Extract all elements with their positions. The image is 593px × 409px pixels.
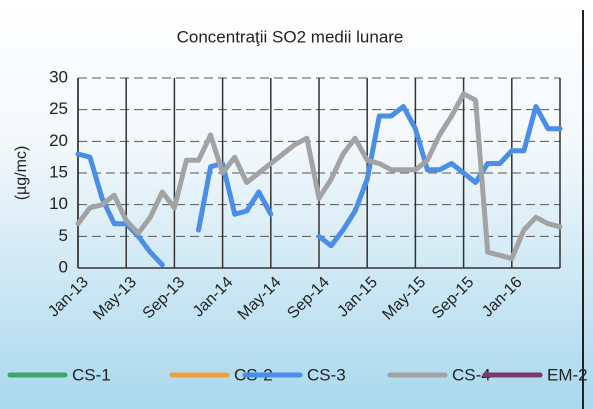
y-axis-label: (µg/mc) <box>13 146 30 201</box>
y-tick-label: 20 <box>49 131 68 150</box>
y-tick-label: 5 <box>59 226 68 245</box>
y-tick-label: 10 <box>49 194 68 213</box>
series-line <box>75 91 563 261</box>
legend-label: EM-2 <box>547 365 588 384</box>
y-tick-label: 15 <box>49 162 68 181</box>
series-line <box>75 104 563 268</box>
legend-label: CS-4 <box>452 365 491 384</box>
y-tick-label: 0 <box>59 257 68 276</box>
legend-label: CS-1 <box>72 365 111 384</box>
y-tick-label: 25 <box>49 99 68 118</box>
y-tick-label: 30 <box>49 67 68 86</box>
legend-label: CS-3 <box>307 365 346 384</box>
chart-title: Concentraţii SO2 medii lunare <box>177 27 404 46</box>
